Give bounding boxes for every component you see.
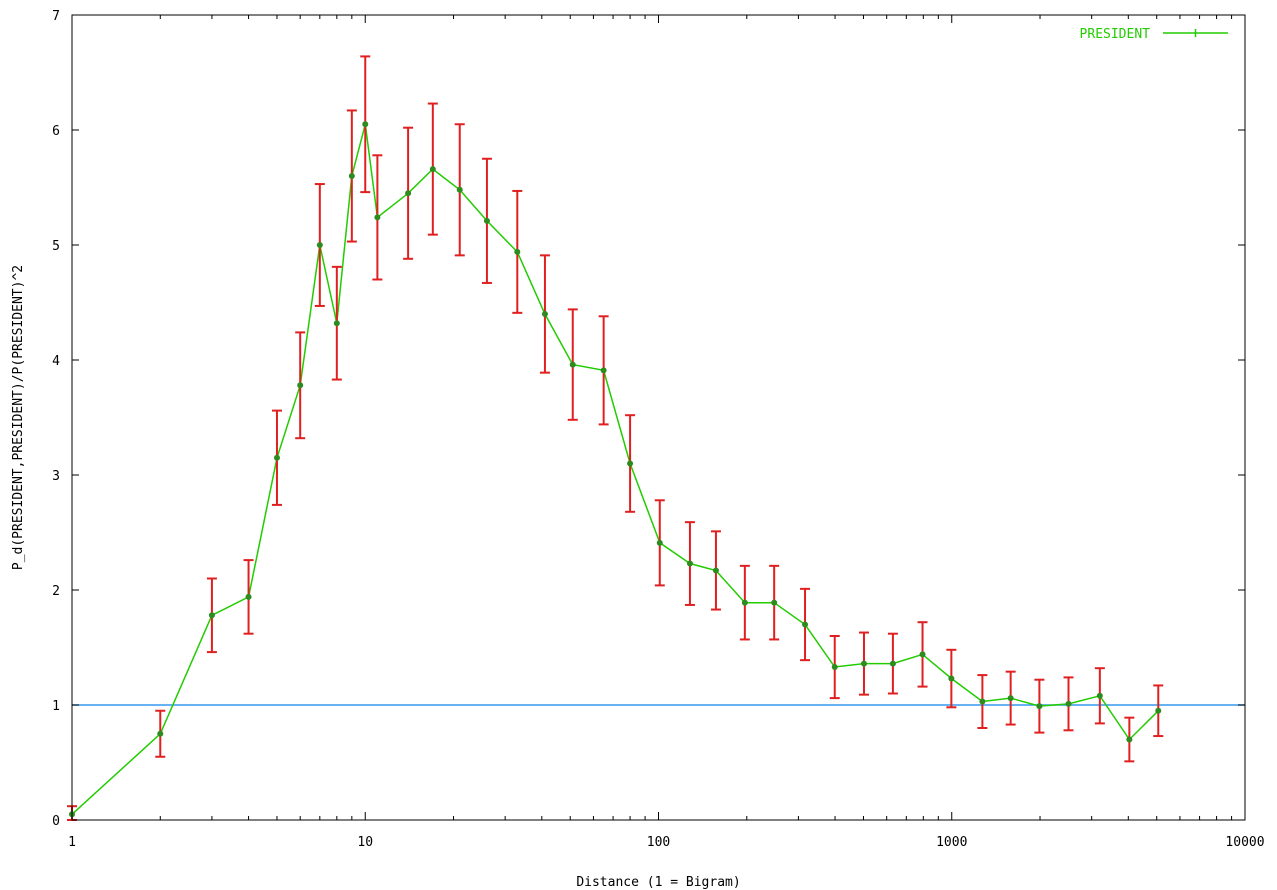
data-point <box>374 214 381 221</box>
data-point <box>1065 700 1072 707</box>
data-point <box>1096 692 1103 699</box>
x-tick-label: 1 <box>68 835 76 850</box>
data-point <box>889 660 896 667</box>
x-axis-label: Distance (1 = Bigram) <box>576 875 740 890</box>
data-point <box>1155 707 1162 714</box>
x-tick-label: 10 <box>357 835 373 850</box>
data-point <box>245 593 252 600</box>
data-point <box>429 166 436 173</box>
data-point <box>1007 695 1014 702</box>
data-point <box>741 599 748 606</box>
data-point <box>297 382 304 389</box>
data-point <box>333 320 340 327</box>
data-point <box>919 651 926 658</box>
ticks-layer <box>71 14 1246 821</box>
markers-layer <box>69 121 1162 818</box>
data-point <box>362 121 369 128</box>
data-point <box>514 248 521 255</box>
y-tick-label: 1 <box>52 699 60 714</box>
y-tick-label: 3 <box>52 469 60 484</box>
data-point <box>569 361 576 368</box>
data-point <box>948 675 955 682</box>
legend: PRESIDENT <box>1080 27 1228 42</box>
series-line <box>71 124 1159 815</box>
data-point <box>771 599 778 606</box>
data-point <box>979 698 986 705</box>
data-point <box>831 664 838 671</box>
data-point <box>656 539 663 546</box>
data-point <box>483 217 490 224</box>
y-tick-label: 6 <box>52 124 60 139</box>
data-point <box>456 186 463 193</box>
x-tick-label: 1000 <box>936 835 967 850</box>
y-tick-label: 5 <box>52 239 60 254</box>
data-point <box>686 560 693 567</box>
y-tick-label: 0 <box>52 814 60 829</box>
data-point <box>1036 703 1043 710</box>
data-point <box>541 311 548 317</box>
data-point <box>208 612 215 619</box>
data-point <box>627 460 634 467</box>
y-tick-label: 2 <box>52 584 60 599</box>
y-tick-label: 7 <box>52 9 60 24</box>
data-point <box>1126 736 1133 743</box>
legend-label: PRESIDENT <box>1080 27 1151 42</box>
data-point <box>348 173 355 179</box>
x-tick-label: 100 <box>647 835 670 850</box>
x-tick-label: 10000 <box>1225 835 1264 850</box>
series-layer <box>71 124 1159 815</box>
data-point <box>316 242 323 248</box>
data-point <box>600 367 607 374</box>
data-point <box>802 621 809 628</box>
data-point <box>273 454 280 461</box>
y-axis-label: P_d(PRESIDENT,PRESIDENT)/P(PRESIDENT)^2 <box>11 265 26 570</box>
data-point <box>712 567 719 574</box>
data-point <box>405 190 412 197</box>
y-tick-label: 4 <box>52 354 60 369</box>
data-point <box>157 730 164 737</box>
data-point <box>860 660 867 667</box>
